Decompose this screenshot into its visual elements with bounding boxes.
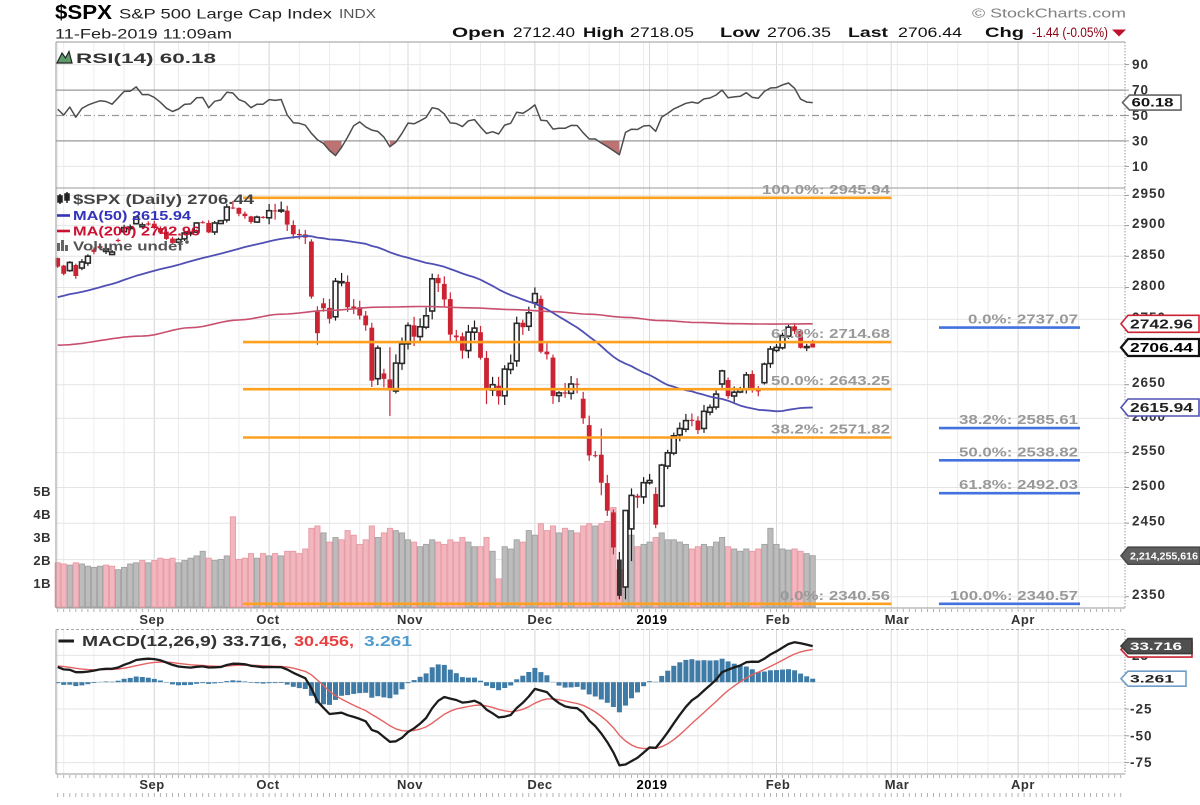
svg-text:33.716: 33.716 [1130,641,1182,653]
svg-text:S&P 500 Large Cap Index: S&P 500 Large Cap Index [119,6,332,22]
svg-text:MACD(12,26,9) 33.716,: MACD(12,26,9) 33.716, [82,634,287,650]
svg-text:5B: 5B [33,484,51,499]
svg-text:2500: 2500 [1132,478,1166,493]
svg-text:2718.05: 2718.05 [630,25,694,40]
svg-text:90: 90 [1132,57,1149,72]
svg-text:Sep: Sep [139,777,164,792]
svg-text:Mar: Mar [885,612,910,627]
svg-text:60.18: 60.18 [1132,98,1175,110]
svg-text:Oct: Oct [256,777,279,792]
svg-text:2950: 2950 [1132,186,1166,201]
svg-text:3.261: 3.261 [364,634,412,650]
svg-text:2,214,255,616: 2,214,255,616 [1130,551,1198,562]
svg-text:2742.96: 2742.96 [1130,317,1193,331]
svg-text:50: 50 [1132,108,1149,123]
svg-text:2712.40: 2712.40 [513,25,575,40]
svg-text:30.456,: 30.456, [294,634,354,650]
svg-text:Last: Last [848,24,888,40]
svg-text:$SPX (Daily) 2706.44: $SPX (Daily) 2706.44 [73,191,254,207]
svg-text:3.261: 3.261 [1130,674,1174,686]
svg-text:100.0%: 2340.57: 100.0%: 2340.57 [950,589,1078,603]
svg-text:$SPX: $SPX [55,2,113,24]
svg-text:2615.94: 2615.94 [1130,401,1193,415]
svg-text:INDX: INDX [339,7,377,21]
svg-text:© StockCharts.com: © StockCharts.com [972,6,1126,21]
svg-text:30: 30 [1132,133,1149,148]
svg-text:2550: 2550 [1132,443,1166,458]
svg-text:61.8%: 2492.03: 61.8%: 2492.03 [959,478,1078,492]
svg-text:Apr: Apr [1011,612,1035,627]
svg-text:Volume undef: Volume undef [73,239,184,254]
svg-text:4B: 4B [33,507,51,522]
svg-text:10: 10 [1132,159,1149,174]
svg-text:Nov: Nov [397,612,423,627]
svg-text:MA(50) 2615.94: MA(50) 2615.94 [73,208,192,223]
svg-text:2800: 2800 [1132,278,1166,293]
svg-text:-1.44 (-0.05%): -1.44 (-0.05%) [1032,25,1108,40]
svg-text:2350: 2350 [1132,587,1166,602]
svg-text:38.2%: 2585.61: 38.2%: 2585.61 [959,413,1078,427]
svg-text:2900: 2900 [1132,216,1166,231]
svg-text:Dec: Dec [527,777,552,792]
svg-text:2019: 2019 [637,612,668,627]
svg-text:Feb: Feb [766,777,791,792]
svg-text:2850: 2850 [1132,247,1166,262]
svg-text:MA(200) 2742.96: MA(200) 2742.96 [73,224,200,239]
svg-text:-75: -75 [1130,755,1153,770]
svg-text:38.2%: 2571.82: 38.2%: 2571.82 [771,423,890,437]
svg-text:70: 70 [1132,83,1149,98]
svg-text:0.0%: 2737.07: 0.0%: 2737.07 [968,313,1078,327]
svg-text:50.0%: 2538.82: 50.0%: 2538.82 [959,445,1078,459]
svg-text:2706.44: 2706.44 [1130,341,1193,355]
svg-text:Open: Open [452,24,505,40]
svg-text:Feb: Feb [766,612,791,627]
svg-text:2706.35: 2706.35 [767,25,831,40]
svg-text:-25: -25 [1130,702,1153,717]
svg-text:3B: 3B [33,530,51,545]
svg-text:RSI(14) 60.18: RSI(14) 60.18 [76,50,216,66]
svg-text:0.0%: 2340.56: 0.0%: 2340.56 [780,589,890,603]
svg-text:2B: 2B [33,553,51,568]
svg-text:Nov: Nov [397,777,423,792]
svg-text:Chg: Chg [985,24,1024,40]
svg-text:Apr: Apr [1011,777,1035,792]
svg-text:Mar: Mar [885,777,910,792]
svg-text:2019: 2019 [637,777,668,792]
svg-text:11-Feb-2019 11:09am: 11-Feb-2019 11:09am [55,26,232,42]
svg-text:Sep: Sep [139,612,164,627]
svg-text:2706.44: 2706.44 [898,25,963,40]
svg-text:2650: 2650 [1132,375,1166,390]
svg-text:Dec: Dec [527,612,552,627]
svg-text:-50: -50 [1130,728,1153,743]
svg-text:High: High [583,24,624,40]
svg-text:50.0%: 2643.25: 50.0%: 2643.25 [771,374,890,388]
svg-text:61.8%: 2714.68: 61.8%: 2714.68 [771,327,890,341]
svg-text:Oct: Oct [256,612,279,627]
svg-text:Low: Low [720,24,760,40]
svg-text:2450: 2450 [1132,514,1166,529]
svg-text:100.0%: 2945.94: 100.0%: 2945.94 [762,183,890,197]
svg-text:1B: 1B [33,576,51,591]
